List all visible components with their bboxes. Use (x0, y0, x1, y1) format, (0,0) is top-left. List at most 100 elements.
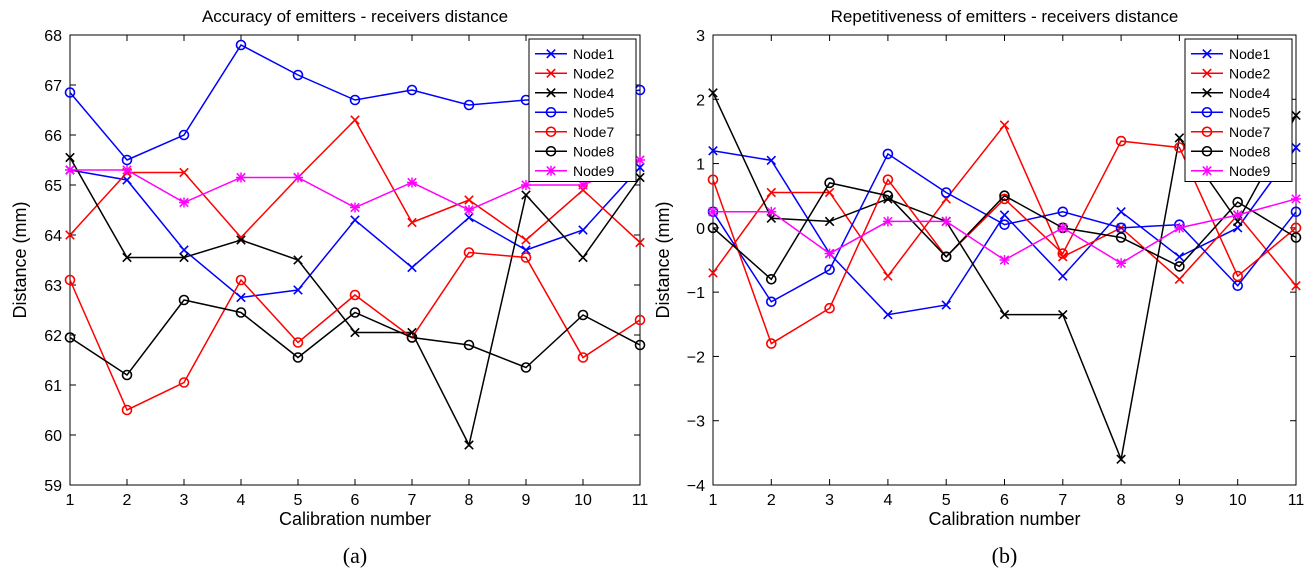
data-point (179, 252, 189, 263)
data-point (999, 120, 1010, 130)
data-point (236, 235, 246, 245)
series-node9 (708, 193, 1301, 269)
data-point (635, 162, 645, 173)
data-point (1232, 210, 1243, 220)
legend-item: Node8 (535, 143, 614, 159)
data-point (464, 205, 474, 215)
legend-label: Node1 (573, 46, 614, 62)
legend-marker (545, 145, 557, 157)
data-point (883, 194, 893, 204)
data-point (765, 273, 777, 285)
data-point (578, 225, 588, 235)
y-tick-label: −2 (687, 349, 705, 366)
series-line (69, 251, 641, 412)
legend-marker (546, 68, 556, 79)
chart-panel: 1 2 3 4 5 6 7 8 9 10 1159606162636465666768Accurac… (10, 7, 648, 568)
y-tick-label: 2 (696, 92, 705, 109)
data-point (521, 235, 531, 245)
legend-marker (546, 165, 556, 176)
figure-caption: (a) (343, 543, 367, 568)
series-line (69, 299, 641, 377)
legend-item: Node7 (1191, 124, 1270, 140)
data-point (293, 285, 303, 295)
x-tick-label: 4 (237, 492, 246, 509)
data-point (293, 255, 303, 265)
y-tick-label: −1 (687, 285, 705, 302)
data-point (1058, 309, 1068, 320)
data-point (1174, 252, 1185, 262)
legend-marker (546, 87, 556, 98)
data-point (708, 145, 718, 156)
y-tick-label: 64 (44, 228, 62, 245)
data-point (941, 300, 951, 310)
data-point (765, 296, 777, 308)
series-node8 (64, 294, 646, 381)
series-node2 (708, 120, 1301, 291)
data-point (941, 216, 952, 227)
data-point (766, 187, 777, 198)
figure-caption: (b) (992, 543, 1018, 568)
data-point (824, 216, 835, 227)
legend-label: Node9 (1229, 163, 1270, 179)
data-point (1291, 280, 1301, 291)
data-point (406, 84, 418, 96)
legend-item: Node2 (1191, 65, 1270, 81)
legend-label: Node7 (1229, 124, 1270, 140)
legend: Node1 Node2 Node4 Node5 Node7 Node8 Node9 (528, 38, 637, 182)
data-point (236, 292, 246, 303)
y-tick-label: 68 (44, 28, 62, 45)
data-point (824, 248, 835, 259)
legend-label: Node9 (573, 163, 614, 179)
data-point (1116, 454, 1126, 465)
data-point (407, 217, 417, 228)
x-tick-label: 7 (1058, 492, 1067, 509)
x-axis-label: Calibration number (928, 509, 1080, 529)
y-axis-label: Distance (mm) (10, 201, 30, 318)
y-tick-label: −4 (687, 478, 705, 495)
data-point (64, 274, 76, 286)
legend-marker (1201, 126, 1213, 138)
legend-marker (1201, 106, 1213, 118)
series-node4 (65, 152, 645, 450)
data-point (999, 190, 1010, 202)
data-point (235, 307, 247, 318)
data-point (999, 219, 1010, 230)
legend-label: Node7 (573, 124, 614, 140)
data-point (883, 271, 893, 281)
y-tick-label: 59 (44, 478, 62, 495)
data-point (122, 175, 132, 185)
data-point (520, 362, 532, 373)
x-tick-label: 3 (825, 492, 834, 509)
x-tick-label: 8 (1117, 492, 1126, 509)
data-point (1174, 222, 1185, 233)
data-point (236, 172, 246, 183)
legend-marker (545, 126, 557, 138)
y-tick-label: 0 (696, 221, 705, 238)
y-tick-label: 63 (44, 278, 62, 295)
x-tick-label: 10 (574, 492, 592, 509)
data-point (65, 230, 75, 240)
data-point (1290, 232, 1302, 243)
data-point (1174, 261, 1185, 272)
data-point (940, 251, 952, 263)
data-point (464, 212, 474, 223)
legend-marker (1202, 68, 1212, 79)
data-point (292, 337, 304, 348)
series-node1 (708, 142, 1301, 320)
data-point (999, 255, 1010, 265)
data-point (1115, 232, 1127, 243)
legend-item: Node8 (1191, 143, 1270, 159)
x-tick-label: 6 (1000, 492, 1009, 509)
x-tick-label: 5 (942, 492, 951, 509)
data-point (1232, 270, 1243, 282)
data-point (577, 309, 589, 321)
x-axis-label: Calibration number (279, 509, 431, 529)
x-tick-label: 5 (294, 492, 303, 509)
data-point (1174, 274, 1185, 285)
legend-item: Node5 (1191, 104, 1270, 120)
x-tick-label: 2 (767, 492, 776, 509)
chart-panel: 1 2 3 4 5 6 7 8 9 10 11 −4 −3 −2 −1 0 1 2 3 Repetitiveness … (653, 7, 1304, 568)
data-point (1291, 193, 1301, 204)
data-point (464, 195, 474, 205)
data-point (350, 215, 360, 225)
